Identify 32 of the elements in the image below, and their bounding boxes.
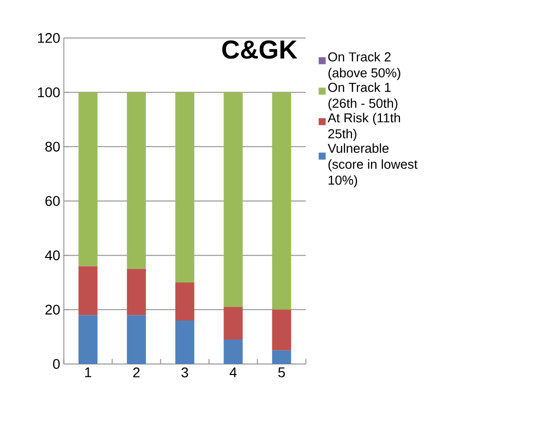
bar	[272, 92, 292, 310]
bar	[126, 92, 146, 269]
y-tick-label: 100	[38, 87, 60, 98]
y-tick-label: 120	[38, 33, 60, 43]
bar	[175, 92, 194, 282]
y-tick-label: 20	[45, 304, 60, 315]
x-tick-label: 4	[230, 368, 237, 378]
bar	[78, 266, 98, 316]
legend-label: At Risk (11th 25th)	[328, 112, 400, 141]
bar	[224, 306, 243, 340]
y-tick-label: 60	[45, 196, 60, 206]
bar	[126, 268, 146, 316]
bar	[78, 315, 98, 364]
x-tick-label: 1	[85, 368, 92, 378]
legend-label: On Track 2 (above 50%)	[328, 52, 400, 80]
y-tick-label: 0	[53, 359, 60, 369]
chart-title: C&GK	[222, 40, 298, 59]
bar	[224, 92, 243, 307]
bar	[175, 282, 194, 321]
y-tick-label: 80	[45, 142, 60, 152]
bar	[175, 320, 194, 364]
bar	[272, 310, 292, 350]
legend-label: On Track 1 (26th - 50th)	[328, 82, 398, 110]
bar	[224, 340, 243, 364]
x-tick-label: 3	[181, 368, 188, 378]
x-tick-label: 5	[278, 368, 285, 378]
legend-label: Vulnerable (score in lowest 10%)	[328, 143, 418, 188]
bar	[126, 315, 146, 364]
y-tick-label: 40	[45, 250, 60, 260]
bar	[272, 350, 292, 364]
bar	[78, 92, 98, 266]
x-tick-label: 2	[133, 368, 140, 378]
